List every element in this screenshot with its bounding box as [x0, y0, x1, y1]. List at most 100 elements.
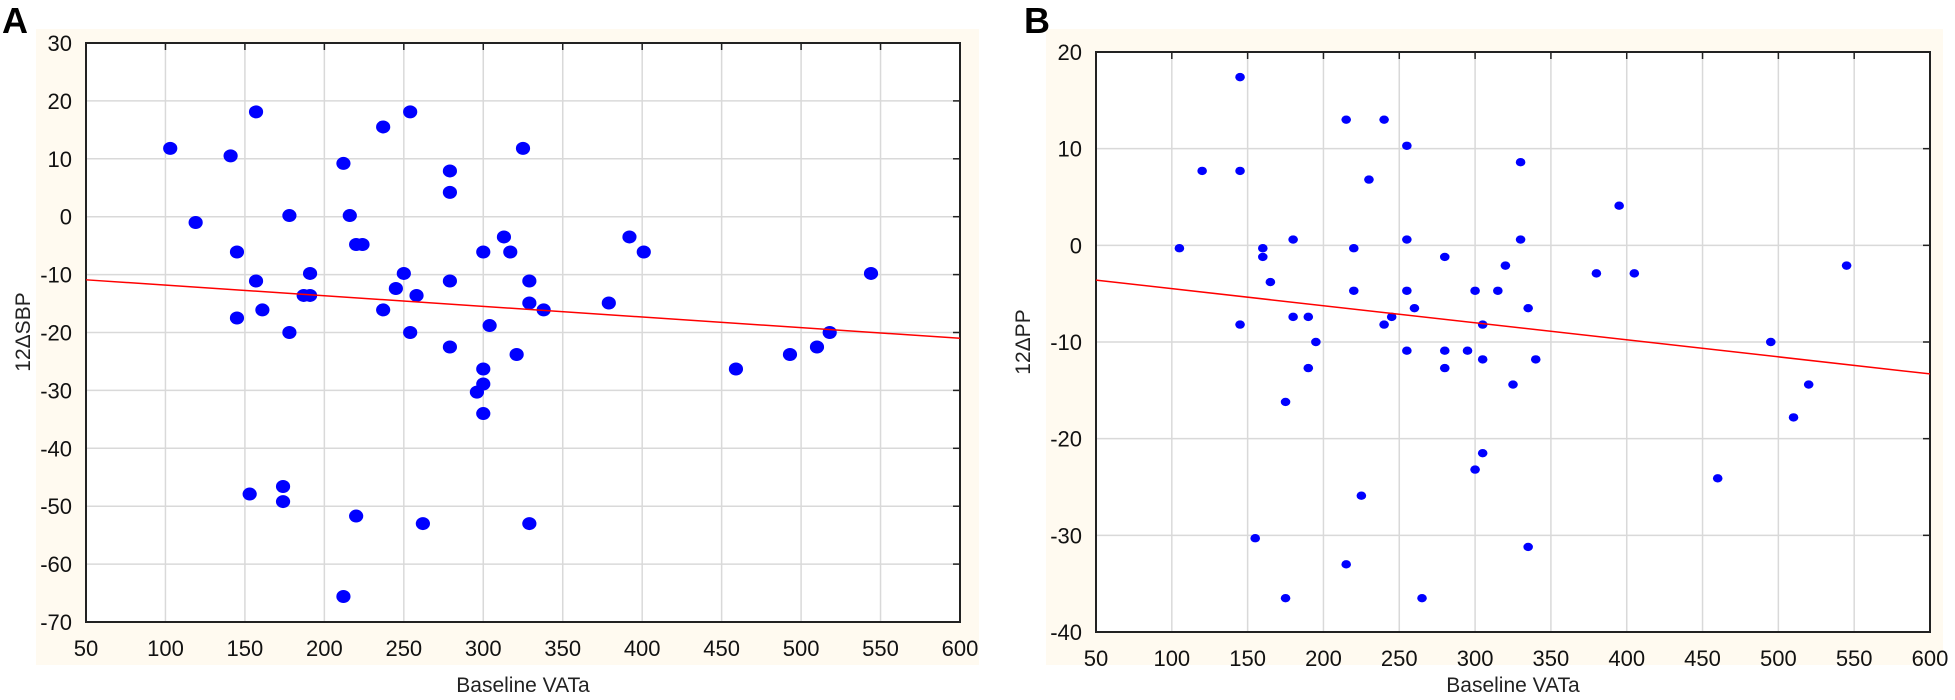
data-point [1788, 413, 1799, 422]
data-point [476, 245, 491, 259]
data-point [1712, 474, 1723, 483]
regression-line [85, 279, 961, 340]
data-point [1303, 312, 1314, 322]
data-point [1174, 244, 1185, 253]
data-point [275, 480, 291, 494]
y-tick-label: 20 [48, 89, 72, 114]
y-tick-label: 0 [1070, 233, 1082, 258]
data-point [1614, 201, 1624, 210]
data-point [442, 340, 458, 354]
data-point [782, 348, 798, 362]
data-point [1439, 363, 1450, 373]
data-point [1386, 312, 1397, 322]
data-point [515, 141, 531, 155]
data-point [403, 105, 418, 119]
data-point [1493, 286, 1503, 295]
x-tick-label: 200 [1305, 646, 1342, 671]
data-point [442, 185, 458, 199]
data-point [1841, 261, 1852, 270]
data-point [1265, 277, 1276, 287]
data-point [1515, 158, 1526, 167]
x-tick-label: 550 [862, 636, 899, 661]
data-point [1311, 337, 1321, 347]
x-tick-label: 450 [1684, 646, 1721, 671]
data-point [223, 149, 238, 163]
x-tick-label: 350 [1533, 646, 1570, 671]
data-point [1364, 175, 1374, 184]
panel-b-y-axis-title: 12ΔPP [1012, 309, 1035, 374]
x-tick-label: 100 [1153, 646, 1190, 671]
data-point [242, 487, 257, 501]
x-tick-label: 300 [1457, 646, 1494, 671]
data-point [302, 266, 318, 280]
data-point [476, 377, 491, 391]
panel-a-label: A [2, 0, 28, 41]
x-tick-label: 300 [465, 636, 502, 661]
data-point [255, 303, 270, 317]
data-point [403, 326, 418, 339]
data-point [1303, 363, 1314, 373]
data-point [442, 164, 458, 178]
data-point [482, 319, 497, 333]
data-point [376, 120, 391, 134]
data-point [1356, 491, 1367, 500]
data-point [476, 362, 491, 376]
data-point [1439, 252, 1450, 262]
data-point [1409, 303, 1420, 313]
data-point [275, 495, 291, 509]
x-tick-label: 350 [544, 636, 581, 661]
data-point [1258, 244, 1268, 253]
data-point [336, 156, 351, 170]
data-point [1348, 286, 1359, 295]
y-tick-label: -40 [40, 436, 72, 461]
x-tick-label: 550 [1836, 646, 1873, 671]
data-point [409, 288, 424, 302]
y-tick-label: -30 [40, 378, 72, 403]
data-point [496, 230, 512, 244]
y-tick-label: 10 [1058, 137, 1082, 162]
panel-a-y-axis-title: 12ΔSBP [12, 292, 35, 371]
data-point [1470, 286, 1480, 295]
y-tick-label: -60 [40, 552, 72, 577]
data-point [1470, 465, 1480, 474]
y-tick-label: 20 [1058, 40, 1082, 65]
x-tick-label: 400 [624, 636, 661, 661]
data-point [1803, 380, 1814, 389]
x-tick-label: 450 [703, 636, 740, 661]
data-point [229, 311, 245, 325]
data-point [822, 326, 837, 339]
data-point [229, 245, 245, 259]
data-point [1288, 312, 1298, 322]
data-point [1280, 397, 1291, 407]
data-point [1341, 115, 1351, 124]
data-point [1250, 534, 1261, 543]
data-point [1341, 560, 1351, 569]
data-point [415, 517, 430, 531]
y-tick-label: -50 [40, 494, 72, 519]
data-point [522, 274, 537, 288]
y-tick-label: -30 [1050, 523, 1082, 548]
y-tick-label: 10 [48, 147, 72, 172]
data-point [1439, 346, 1450, 355]
plot-frame [1095, 51, 1931, 633]
data-point [1402, 286, 1412, 295]
panel-b-label: B [1024, 0, 1050, 41]
data-point [1462, 346, 1473, 355]
data-point [622, 230, 637, 244]
data-point [636, 245, 651, 259]
data-point [388, 281, 403, 295]
data-point [503, 245, 518, 259]
y-tick-label: 0 [60, 205, 72, 230]
plot-frame [85, 42, 961, 623]
x-tick-label: 200 [306, 636, 343, 661]
y-tick-label: -20 [40, 321, 72, 346]
data-point [1508, 380, 1518, 389]
data-point [1417, 593, 1427, 603]
x-tick-label: 150 [1229, 646, 1266, 671]
x-tick-label: 600 [1912, 646, 1949, 671]
data-point [1629, 269, 1640, 278]
data-point [342, 209, 357, 223]
data-point [1530, 355, 1541, 364]
data-point [1348, 244, 1359, 253]
